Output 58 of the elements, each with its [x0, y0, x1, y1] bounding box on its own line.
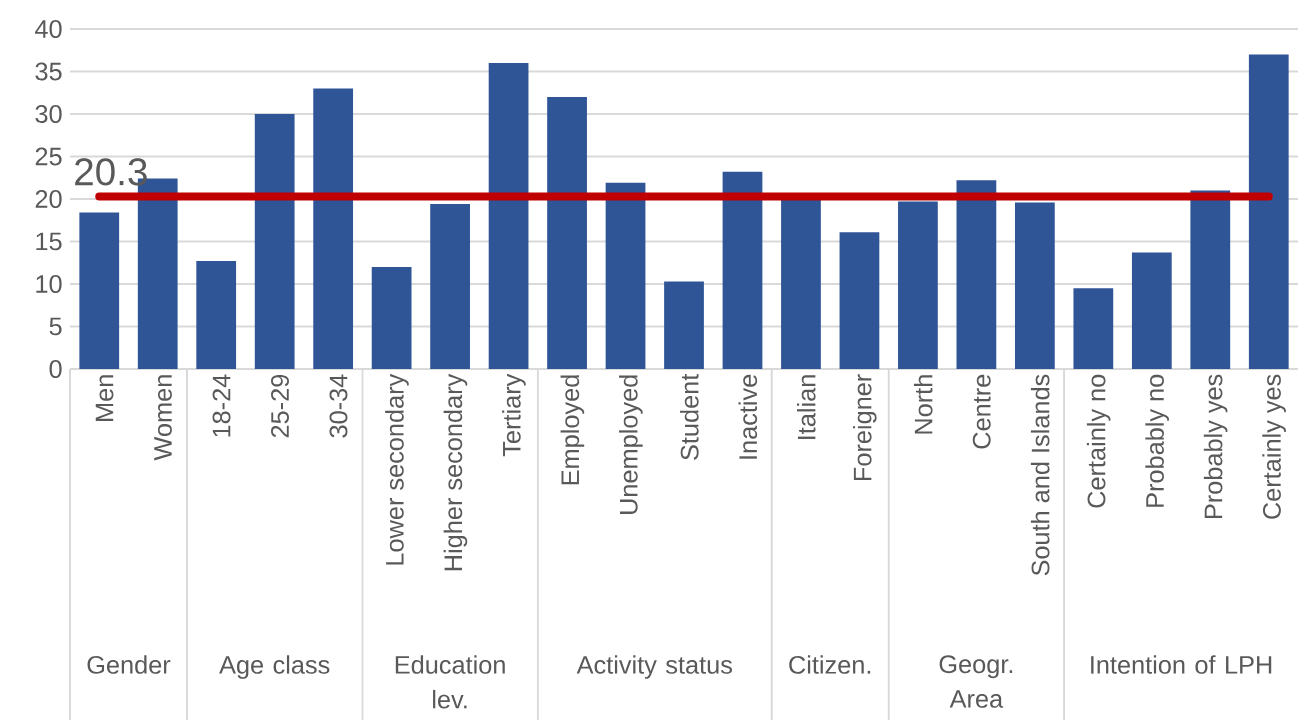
y-tick-label: 20 — [35, 190, 62, 208]
x-tick-label: Foreigner — [852, 374, 877, 481]
x-tick-label: 25-29 — [271, 374, 289, 438]
x-tick-label: Probably no — [1145, 374, 1169, 507]
bar — [722, 171, 763, 369]
y-tick-label: 35 — [35, 62, 62, 81]
x-tick-label: Women — [154, 375, 172, 461]
y-tick-label: 15 — [36, 232, 62, 251]
bar — [1073, 288, 1114, 369]
text: Citizen. — [789, 655, 871, 674]
y-tick-label: 0 — [49, 360, 62, 378]
x-tick-label: Student — [680, 373, 699, 460]
x-tick-label: 30-34 — [329, 374, 348, 438]
bar — [1190, 190, 1231, 369]
x-tick-label: Men — [95, 375, 114, 421]
bar — [488, 62, 529, 369]
x-tick-label: Higher secondary — [443, 373, 468, 571]
bar — [313, 88, 354, 369]
x-tick-label: Unemployed — [619, 375, 643, 514]
text: Age class — [219, 655, 330, 679]
bar — [79, 212, 120, 369]
x-tick-label: Inactive — [738, 374, 758, 459]
y-tick-label: 40 — [35, 20, 62, 38]
x-tick-label: Certainly yes — [1262, 374, 1286, 519]
text: Gender — [87, 655, 171, 674]
y-tick-label: 5 — [49, 317, 62, 336]
x-tick-label: Probably yes — [1203, 374, 1228, 519]
x-tick-label: 18-24 — [212, 374, 231, 437]
bar — [430, 204, 470, 369]
text: Intention of LPH — [1091, 655, 1272, 674]
bar — [1014, 202, 1055, 369]
bar — [781, 198, 821, 369]
bar — [547, 96, 587, 369]
bar — [196, 261, 237, 369]
x-tick-label: Tertiary — [502, 373, 526, 457]
x-tick-label: Centre — [972, 374, 991, 449]
text: Geogr. Area — [939, 655, 1013, 708]
x-tick-label: North — [913, 375, 933, 434]
bar — [956, 180, 997, 369]
y-tick-label: 30 — [35, 105, 62, 123]
x-tick-label: Italian — [796, 375, 816, 439]
bar — [254, 113, 295, 369]
x-tick-label: South and Islands — [1030, 374, 1050, 576]
x-tick-label: Certainly no — [1086, 374, 1111, 508]
text: Activity status — [576, 655, 732, 679]
y-tick-label: 25 — [35, 147, 62, 166]
bar — [371, 266, 412, 369]
bar — [664, 281, 704, 369]
bar — [1248, 54, 1289, 369]
x-tick-label: Lower secondary — [385, 373, 409, 565]
bar — [898, 201, 938, 369]
bar — [1131, 252, 1172, 369]
x-tick-label: Employed — [560, 375, 585, 485]
bar — [605, 182, 646, 369]
y-tick-label: 10 — [36, 275, 62, 293]
bar — [839, 232, 880, 369]
ref-line-label: 20.3 — [75, 158, 147, 186]
text: Education lev. — [395, 655, 505, 709]
